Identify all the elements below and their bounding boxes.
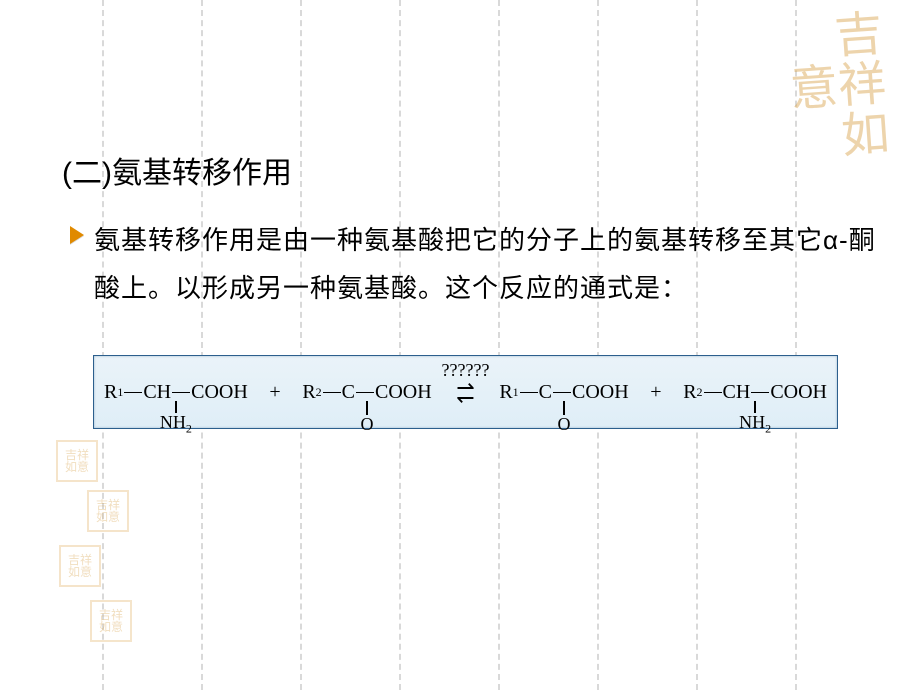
amino-sub: 2	[765, 422, 771, 436]
slide-content: (二)氨基转移作用 氨基转移作用是由一种氨基酸把它的分子上的氨基转移至其它α-酮…	[62, 148, 880, 312]
seal-small: 吉祥如意	[56, 440, 98, 482]
r-sub: 1	[117, 385, 123, 400]
seal-small: 吉祥如意	[87, 490, 129, 532]
seal-small: 吉祥如意	[90, 600, 132, 642]
bullet-row: 氨基转移作用是由一种氨基酸把它的分子上的氨基转移至其它α-酮酸上。以形成另一种氨…	[70, 216, 880, 312]
r-sub: 2	[316, 385, 322, 400]
amino-group: NH	[739, 412, 765, 432]
reactant-keto-acid-2: R2 C COOH O	[302, 381, 431, 404]
bullet-arrow-icon	[70, 226, 84, 244]
keto-oxygen: O	[360, 415, 373, 433]
plus-sign: +	[650, 381, 661, 404]
keto-oxygen: O	[558, 415, 571, 433]
reaction-scheme: ?????? R1 CH COOH NH2 + R2	[94, 356, 837, 428]
section-heading: (二)氨基转移作用	[62, 148, 880, 192]
r-sub: 2	[697, 385, 703, 400]
reaction-box: ?????? R1 CH COOH NH2 + R2	[93, 355, 838, 429]
seal-small: 吉祥如意	[59, 545, 101, 587]
product-keto-acid-1: R1 C COOH O	[499, 381, 628, 404]
equilibrium-arrows-icon: ⇀ ↽	[456, 383, 474, 403]
amino-group: NH	[160, 412, 186, 432]
product-amino-acid-2: R2 CH COOH NH2	[683, 381, 827, 404]
body-text: 氨基转移作用是由一种氨基酸把它的分子上的氨基转移至其它α-酮酸上。以形成另一种氨…	[94, 216, 880, 312]
seal-large: 吉祥如意	[747, 1, 918, 172]
reaction-line: R1 CH COOH NH2 + R2 C COOH	[104, 381, 827, 404]
reactant-amino-acid-1: R1 CH COOH NH2	[104, 381, 248, 404]
plus-sign: +	[269, 381, 280, 404]
amino-sub: 2	[186, 422, 192, 436]
r-sub: 1	[513, 385, 519, 400]
